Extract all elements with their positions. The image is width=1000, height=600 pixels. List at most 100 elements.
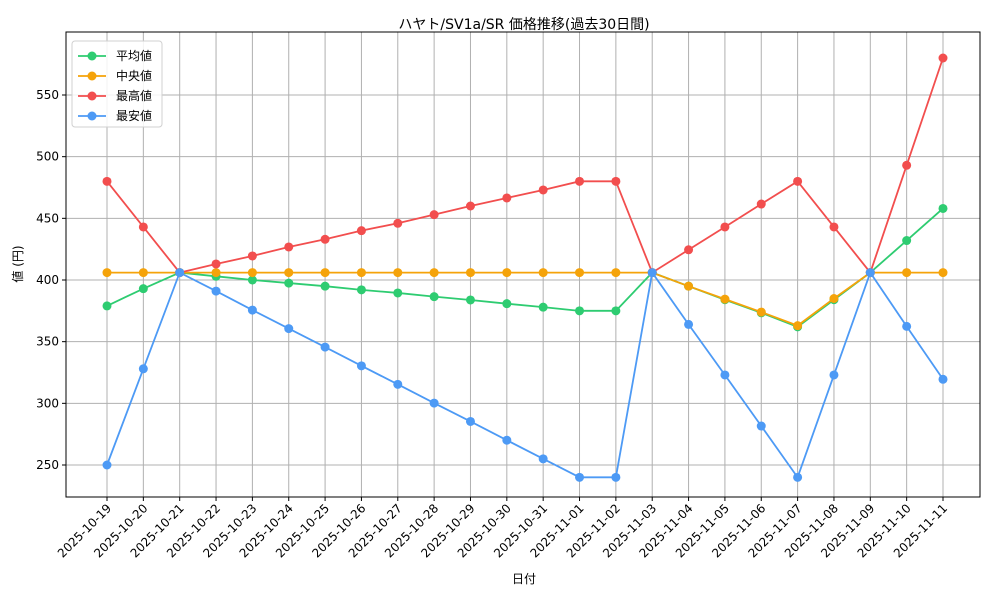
data-point-marker — [575, 268, 585, 278]
series-line — [106, 57, 944, 275]
data-point-marker — [502, 268, 512, 278]
data-point-marker — [247, 275, 257, 285]
data-point-marker — [502, 299, 512, 309]
data-point-marker — [938, 203, 948, 213]
data-point-marker — [138, 364, 148, 374]
data-point-marker — [684, 281, 694, 291]
legend-label: 最安値 — [116, 108, 152, 123]
series-line — [106, 270, 944, 480]
data-point-marker — [284, 278, 294, 288]
legend-item: 最安値 — [78, 108, 152, 123]
data-point-marker — [465, 268, 475, 278]
legend-marker-icon — [87, 91, 97, 101]
data-point-marker — [611, 176, 621, 186]
data-point-marker — [938, 53, 948, 63]
data-point-marker — [902, 236, 912, 246]
x-axis-label: 日付 — [512, 572, 536, 586]
series-最高値 — [102, 53, 948, 278]
data-point-marker — [720, 222, 730, 232]
data-point-marker — [902, 268, 912, 278]
data-point-marker — [465, 416, 475, 426]
data-point-marker — [829, 222, 839, 232]
x-axis-ticks: 2025-10-192025-10-202025-10-212025-10-22… — [55, 497, 950, 560]
data-point-marker — [211, 268, 221, 278]
data-point-marker — [247, 268, 257, 278]
data-point-marker — [502, 193, 512, 203]
data-point-marker — [538, 302, 548, 312]
data-point-marker — [465, 295, 475, 305]
data-point-marker — [356, 285, 366, 295]
series-line — [106, 207, 944, 328]
data-point-marker — [720, 294, 730, 304]
data-point-marker — [393, 268, 403, 278]
data-point-marker — [756, 307, 766, 317]
data-point-marker — [429, 292, 439, 302]
data-point-marker — [320, 268, 330, 278]
data-point-marker — [320, 281, 330, 291]
data-point-marker — [356, 361, 366, 371]
data-point-marker — [684, 245, 694, 255]
data-point-marker — [502, 435, 512, 445]
legend-marker-icon — [87, 51, 97, 61]
data-point-marker — [793, 472, 803, 482]
legend-item: 平均値 — [78, 48, 152, 63]
data-point-marker — [575, 472, 585, 482]
data-point-marker — [611, 306, 621, 316]
data-point-marker — [902, 321, 912, 331]
legend-label: 中央値 — [116, 68, 152, 83]
data-point-marker — [865, 268, 875, 278]
legend-marker-icon — [87, 71, 97, 81]
data-point-marker — [611, 268, 621, 278]
legend-item: 中央値 — [78, 68, 152, 83]
data-point-marker — [393, 288, 403, 298]
y-tick-label: 550 — [36, 88, 59, 102]
plot-area-frame — [65, 31, 981, 498]
data-point-marker — [538, 454, 548, 464]
y-tick-label: 500 — [36, 150, 59, 164]
data-point-marker — [102, 176, 112, 186]
chart-title: ハヤト/SV1a/SR 価格推移(過去30日間) — [398, 17, 649, 33]
data-point-marker — [538, 185, 548, 195]
data-point-marker — [102, 301, 112, 311]
data-point-marker — [575, 306, 585, 316]
series-layer — [102, 53, 948, 482]
data-point-marker — [684, 319, 694, 329]
legend-label: 最高値 — [116, 88, 152, 103]
data-point-marker — [465, 201, 475, 211]
data-point-marker — [102, 268, 112, 278]
data-point-marker — [756, 199, 766, 209]
y-tick-label: 450 — [36, 211, 59, 225]
y-axis-label: 値 (円) — [10, 245, 25, 282]
grid-lines — [66, 32, 980, 497]
series-平均値 — [102, 203, 948, 332]
data-point-marker — [320, 342, 330, 352]
data-point-marker — [138, 222, 148, 232]
data-point-marker — [284, 324, 294, 334]
legend-box — [71, 40, 163, 128]
data-point-marker — [247, 305, 257, 315]
y-tick-label: 350 — [36, 335, 59, 349]
y-tick-label: 400 — [36, 273, 59, 287]
data-point-marker — [575, 176, 585, 186]
data-point-marker — [793, 176, 803, 186]
data-point-marker — [429, 210, 439, 220]
data-point-marker — [393, 218, 403, 228]
data-point-marker — [102, 460, 112, 470]
series-最安値 — [102, 268, 948, 482]
data-point-marker — [284, 242, 294, 252]
y-tick-label: 300 — [36, 396, 59, 410]
legend-marker-icon — [87, 111, 97, 121]
data-point-marker — [611, 472, 621, 482]
data-point-marker — [393, 379, 403, 389]
data-point-marker — [175, 268, 185, 278]
data-point-marker — [429, 268, 439, 278]
series-line — [107, 271, 943, 327]
data-point-marker — [138, 284, 148, 294]
legend-item: 最高値 — [78, 88, 152, 103]
data-point-marker — [720, 370, 730, 380]
data-point-marker — [284, 268, 294, 278]
data-point-marker — [211, 259, 221, 269]
y-axis-ticks: 250 300 350 400 450 500 550 — [36, 88, 66, 472]
